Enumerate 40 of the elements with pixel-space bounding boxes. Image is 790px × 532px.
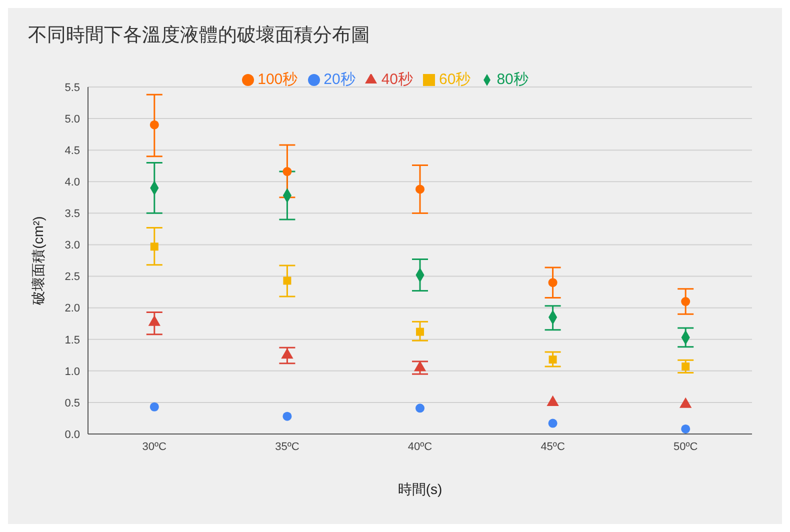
- y-tick-label: 4.5: [64, 144, 80, 157]
- x-tick-label: 35ºC: [275, 440, 300, 453]
- point: [283, 276, 292, 285]
- point: [150, 120, 159, 130]
- y-tick-label: 3.0: [64, 240, 80, 252]
- y-axis-title: 破壞面積(cm²): [30, 216, 46, 306]
- point: [282, 412, 292, 421]
- x-tick-label: 40ºC: [408, 440, 432, 453]
- y-tick-label: 5.0: [64, 113, 80, 126]
- point: [416, 328, 424, 336]
- point: [681, 297, 690, 306]
- chart-title: 不同時間下各溫度液體的破壞面積分布圖: [28, 24, 370, 48]
- x-tick-label: 30ºC: [142, 440, 167, 453]
- x-tick-label: 45ºC: [540, 440, 565, 453]
- point: [282, 167, 292, 176]
- legend-label: 100秒: [258, 71, 298, 88]
- y-tick-label: 0.0: [64, 428, 80, 441]
- legend-label: 40秒: [381, 71, 414, 88]
- y-tick-label: 5.5: [64, 82, 80, 94]
- legend-label: 80秒: [496, 71, 528, 88]
- y-tick-label: 1.5: [64, 334, 80, 346]
- point: [548, 418, 558, 428]
- point: [150, 402, 159, 412]
- legend-label: 20秒: [324, 71, 356, 88]
- y-tick-label: 1.0: [64, 366, 80, 378]
- x-tick-label: 50ºC: [674, 440, 698, 453]
- legend-label: 60秒: [439, 71, 471, 88]
- point: [415, 404, 425, 413]
- point: [548, 356, 557, 364]
- x-axis-title: 時間(s): [398, 481, 442, 497]
- point: [548, 278, 558, 288]
- point: [681, 424, 690, 434]
- y-tick-label: 2.5: [64, 271, 80, 284]
- point: [150, 242, 158, 251]
- point: [682, 362, 690, 370]
- y-tick-label: 0.5: [64, 397, 80, 410]
- y-tick-label: 2.0: [64, 302, 80, 315]
- y-tick-label: 4.0: [64, 176, 80, 189]
- point: [415, 184, 425, 194]
- y-tick-label: 3.5: [64, 208, 80, 220]
